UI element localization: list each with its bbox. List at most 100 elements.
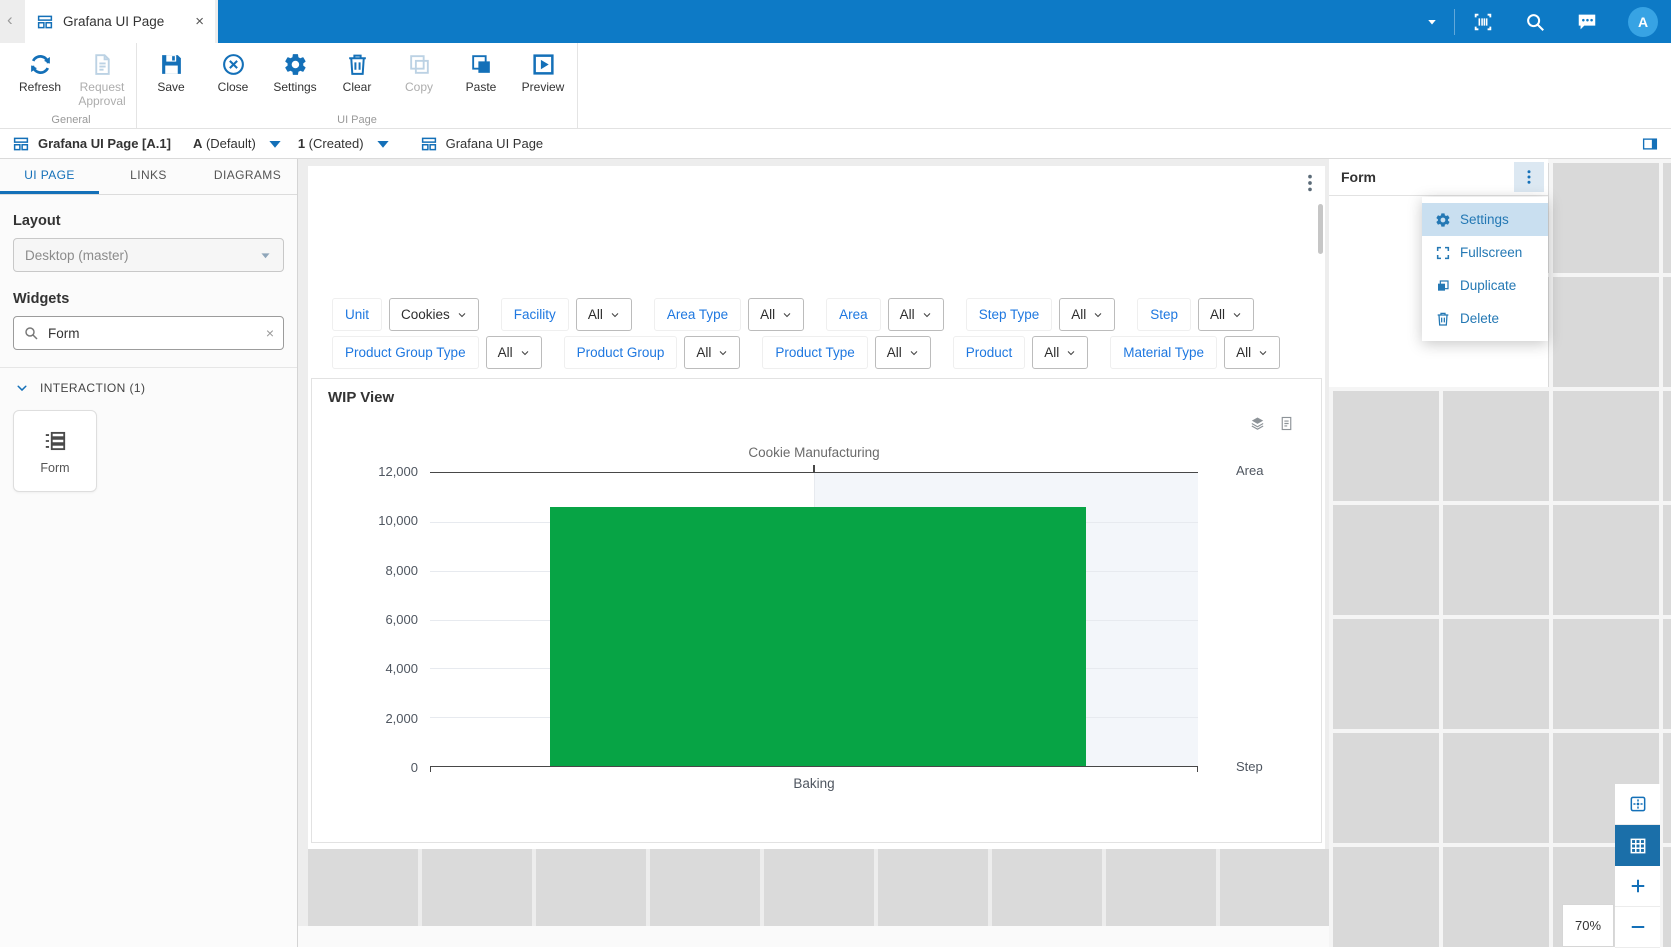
toolbar-group: RefreshRequest ApprovalGeneral [6, 43, 136, 128]
filter-value-dropdown[interactable]: Cookies [389, 298, 479, 331]
search-icon[interactable] [1524, 11, 1546, 33]
filter-value: All [1210, 307, 1225, 322]
tab-links[interactable]: LINKS [99, 159, 198, 194]
filter-value-dropdown[interactable]: All [1059, 298, 1115, 331]
widgets-label: Widgets [13, 291, 284, 307]
zoom-out-button[interactable] [1615, 907, 1660, 948]
version-label[interactable]: 1 (Created) [298, 136, 364, 151]
grid-placeholder-tile [992, 849, 1102, 926]
filter-label[interactable]: Product [953, 336, 1026, 369]
filter-label[interactable]: Step [1137, 298, 1191, 331]
grid-toggle-button[interactable] [1615, 825, 1660, 866]
paste-button[interactable]: Paste [450, 43, 512, 114]
filter-label[interactable]: Product Type [762, 336, 867, 369]
chevron-down-icon [1232, 310, 1242, 320]
filter-value-dropdown[interactable]: All [576, 298, 632, 331]
grid-placeholder-tile [650, 849, 760, 926]
menu-item-duplicate[interactable]: Duplicate [1422, 269, 1548, 302]
bar-baking[interactable] [550, 507, 1086, 766]
back-chevron-icon[interactable]: ‹ [7, 10, 13, 30]
form-icon [42, 428, 68, 454]
grid-placeholder-tile [1443, 847, 1549, 947]
report-icon[interactable] [1278, 415, 1295, 432]
toolbar-button-label: Save [157, 81, 184, 95]
filter-label[interactable]: Product Group Type [332, 336, 479, 369]
kebab-icon [1520, 168, 1538, 186]
layout-select[interactable]: Desktop (master) [13, 238, 284, 272]
filter-value-dropdown[interactable]: All [875, 336, 931, 369]
refresh-button[interactable]: Refresh [9, 43, 71, 114]
zoom-in-button[interactable] [1615, 866, 1660, 907]
interaction-section-header[interactable]: INTERACTION (1) [13, 381, 284, 395]
ui-page-icon [420, 135, 438, 153]
toolbar-group-label: UI Page [137, 114, 577, 126]
grid-placeholder-tile [1553, 277, 1659, 387]
filter-value: All [696, 345, 711, 360]
save-button[interactable]: Save [140, 43, 202, 114]
clear-button[interactable]: Clear [326, 43, 388, 114]
filter-label[interactable]: Area Type [654, 298, 741, 331]
filter-value-dropdown[interactable]: All [684, 336, 740, 369]
tab-close-icon[interactable]: × [195, 13, 204, 30]
paste-icon [469, 52, 494, 77]
form-widget-card[interactable]: Form [13, 410, 97, 492]
menu-item-delete[interactable]: Delete [1422, 302, 1548, 335]
grid-placeholder-tile [1333, 619, 1439, 729]
page-canvas[interactable]: UnitCookiesFacilityAllArea TypeAllAreaAl… [308, 166, 1325, 849]
tab-diagrams[interactable]: DIAGRAMS [198, 159, 297, 194]
widget-search-input[interactable]: Form × [13, 316, 284, 350]
widget-menu-button[interactable] [1514, 162, 1544, 192]
filter-value-dropdown[interactable]: All [748, 298, 804, 331]
menu-item-fullscreen[interactable]: Fullscreen [1422, 236, 1548, 269]
filter-value-dropdown[interactable]: All [1224, 336, 1280, 369]
chevron-down-icon [718, 348, 728, 358]
clear-search-icon[interactable]: × [266, 325, 274, 341]
filter-label[interactable]: Unit [332, 298, 382, 331]
tab-ui-page[interactable]: UI PAGE [0, 159, 99, 194]
barcode-scan-icon[interactable] [1472, 11, 1494, 33]
preview-button[interactable]: Preview [512, 43, 574, 114]
y-tick-label: 6,000 [385, 612, 418, 627]
chevron-down-icon [259, 249, 272, 262]
toolbar-button-label: Copy [405, 81, 433, 95]
filter-label[interactable]: Facility [501, 298, 569, 331]
grid-placeholder-tile [1333, 733, 1439, 843]
expand-panel-icon[interactable] [1641, 135, 1659, 153]
chevron-down-icon [782, 310, 792, 320]
filter-label[interactable]: Material Type [1110, 336, 1217, 369]
gear-icon [1435, 212, 1451, 228]
settings-button[interactable]: Settings [264, 43, 326, 114]
chevron-down-icon[interactable] [1426, 16, 1438, 28]
filter-value-dropdown[interactable]: All [486, 336, 542, 369]
toolbar-button-label: Refresh [19, 81, 61, 95]
filter-label[interactable]: Area [826, 298, 881, 331]
breadcrumb-page: Grafana UI Page [446, 136, 544, 151]
revision-label[interactable]: A (Default) [193, 136, 256, 151]
avatar[interactable]: A [1628, 7, 1658, 37]
chat-icon[interactable] [1576, 11, 1598, 33]
filter-value: All [887, 345, 902, 360]
fit-view-button[interactable] [1615, 784, 1660, 825]
page-kebab-icon[interactable] [1299, 172, 1321, 194]
layers-icon[interactable] [1249, 415, 1266, 432]
form-widget-label: Form [40, 461, 69, 475]
search-value: Form [48, 326, 257, 341]
filter-value-dropdown[interactable]: All [1032, 336, 1088, 369]
version-dropdown-icon[interactable] [374, 135, 392, 153]
grid-placeholder-tile [1333, 505, 1439, 615]
ribbon-toolbar: RefreshRequest ApprovalGeneral Save CloseS… [0, 43, 1671, 129]
y-tick-label: 4,000 [385, 661, 418, 676]
close-button[interactable]: Close [202, 43, 264, 114]
filter-value-dropdown[interactable]: All [1198, 298, 1254, 331]
filter-label[interactable]: Product Group [564, 336, 678, 369]
chevron-down-icon [610, 310, 620, 320]
filter-value-dropdown[interactable]: All [888, 298, 944, 331]
app-tab[interactable]: Grafana UI Page × [25, 0, 215, 43]
canvas-scrollbar[interactable] [1318, 204, 1323, 254]
grid-placeholder-tile [536, 849, 646, 926]
revision-dropdown-icon[interactable] [266, 135, 284, 153]
filter-label[interactable]: Step Type [966, 298, 1053, 331]
menu-item-settings[interactable]: Settings [1422, 203, 1548, 236]
grid-placeholder-tile [1443, 619, 1549, 729]
canvas-region: UnitCookiesFacilityAllArea TypeAllAreaAl… [298, 159, 1329, 947]
